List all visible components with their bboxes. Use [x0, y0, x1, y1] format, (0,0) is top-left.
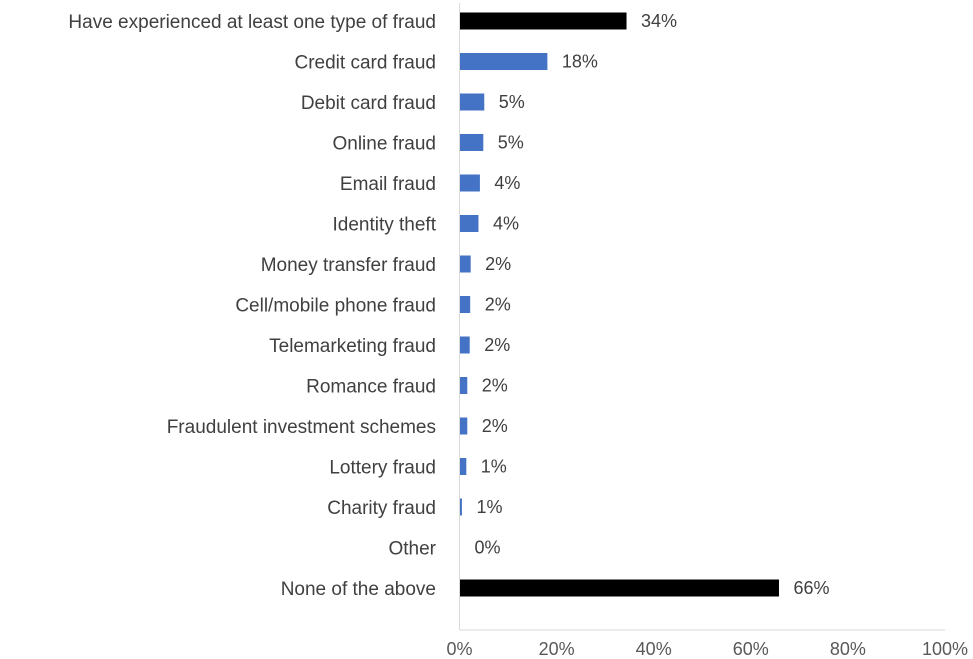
axes: 0% 20% 40% 60% 80% 100%: [446, 3, 968, 659]
category-label: Telemarketing fraud: [269, 336, 436, 357]
category-label: Lottery fraud: [329, 458, 436, 479]
data-labels: 34% 18% 5% 5% 4% 4% 2% 2% 2% 2% 2% 1% 1% 0% 66%: [475, 11, 830, 598]
bar: [460, 12, 627, 30]
bar: [460, 458, 467, 475]
data-label: 66%: [793, 578, 829, 598]
x-tick-label: 20%: [539, 639, 575, 659]
bar: [460, 134, 484, 151]
category-label: Email fraud: [340, 174, 436, 195]
x-tick-label: 0%: [446, 639, 472, 659]
data-label: 2%: [484, 335, 510, 355]
x-tick-label: 100%: [922, 639, 968, 659]
data-label: 2%: [485, 254, 511, 274]
data-label: 4%: [494, 173, 520, 193]
bars: [460, 12, 779, 597]
data-label: 2%: [482, 376, 508, 396]
bar: [460, 417, 468, 435]
bar: [460, 93, 485, 111]
category-label: Money transfer fraud: [261, 255, 436, 276]
x-tick-label: 60%: [733, 639, 769, 659]
category-label: Cell/mobile phone fraud: [235, 296, 436, 317]
category-label: Credit card fraud: [294, 53, 436, 74]
category-label: Romance fraud: [306, 377, 436, 398]
bar: [460, 255, 471, 273]
data-label: 1%: [481, 457, 507, 477]
category-label: Other: [388, 539, 436, 560]
x-tick-label: 80%: [830, 639, 866, 659]
category-label: Online fraud: [332, 134, 436, 155]
data-label: 1%: [476, 497, 502, 517]
data-label: 5%: [499, 92, 525, 112]
data-label: 18%: [562, 52, 598, 72]
category-label: Fraudulent investment schemes: [167, 417, 436, 438]
data-label: 2%: [485, 295, 511, 315]
data-label: 4%: [493, 214, 519, 234]
bar: [460, 336, 470, 354]
data-label: 34%: [641, 11, 677, 31]
bar: [460, 296, 471, 313]
x-tick-label: 40%: [636, 639, 672, 659]
bar: [460, 215, 479, 232]
bar: [460, 498, 462, 516]
bar: [460, 53, 548, 70]
category-label: Have experienced at least one type of fr…: [68, 12, 436, 33]
bar: [460, 377, 468, 394]
category-label: Debit card fraud: [301, 93, 436, 114]
bar: [460, 174, 480, 192]
data-label: 2%: [482, 416, 508, 436]
category-label: None of the above: [281, 579, 436, 600]
category-labels: Have experienced at least one type of fr…: [68, 12, 436, 600]
category-label: Identity theft: [332, 215, 436, 236]
bar: [460, 579, 779, 597]
category-label: Charity fraud: [327, 498, 436, 519]
data-label: 5%: [498, 133, 524, 153]
data-label: 0%: [475, 538, 501, 558]
